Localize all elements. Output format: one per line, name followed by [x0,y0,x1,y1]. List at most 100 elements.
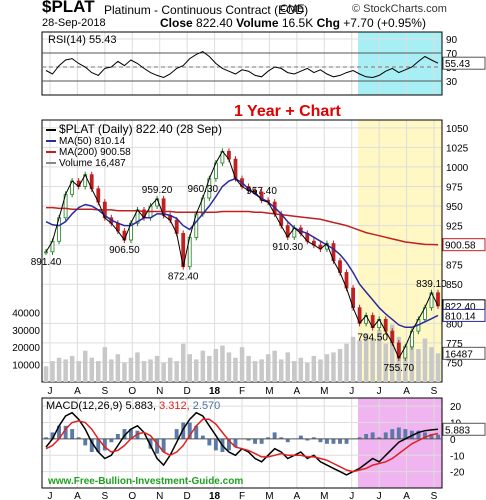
volume-bar [181,343,186,382]
x-axis-tick-bottom: D [184,491,191,500]
macd-histogram-bar [83,438,88,446]
volume-bar [213,349,219,382]
volume-axis-tick: 10000 [12,361,40,372]
price-candle-body [436,292,440,307]
price-axis-tick: 1000 [446,163,469,174]
macd-histogram-bar [305,438,310,441]
volume-bar [265,354,271,382]
volume-bar [272,350,277,382]
rsi-line [45,51,439,79]
volume-bar [311,355,317,382]
legend-label: MA(50) 810.14 [59,136,126,147]
macd-histogram-bar [174,429,179,439]
macd-histogram-bar [266,437,271,439]
macd-signal-line [45,418,439,473]
price-axis-tick: 1025 [446,143,469,154]
macd-histogram-bar [129,429,133,439]
volume-bar [357,340,362,382]
macd-histogram-bar [416,430,421,439]
volume-bar [337,349,343,382]
macd-histogram-bar [246,438,251,441]
macd-axis-tick: -10 [450,451,465,462]
volume-bar [246,355,251,382]
chg-label: Chg [316,16,340,30]
macd-histogram-bar [364,434,369,439]
macd-histogram-bar [396,427,401,439]
price-close-line [45,150,439,360]
macd-legend: MACD(12,26,9) 5.883, 3.312, 2.570 [46,400,220,412]
rsi-axis-tick: 70 [446,49,458,60]
value-tag-text: 55.43 [445,59,470,70]
value-tag-box [442,56,486,70]
rsi-panel [41,31,443,96]
x-axis-tick-bottom: J [48,491,53,500]
macd-histogram-bar [109,438,114,443]
volume-bar [409,340,415,382]
price-point-label: 910.30 [272,242,303,253]
volume-bar [318,359,323,382]
volume-axis-tick: 40000 [12,308,40,319]
volume-bar [89,357,94,382]
macd-histogram-bar [233,438,238,448]
volume-bar [83,350,88,382]
x-axis-tick-bottom: O [128,491,136,500]
volume-bar [135,352,140,382]
price-axis-tick: 775 [446,339,463,350]
macd-histogram-bar [429,434,434,439]
x-axis-tick: S [431,386,438,397]
macd-series [42,411,442,476]
value-tag-text: 16487 [445,349,473,360]
price-point-label: 755.70 [384,363,415,374]
x-axis-tick-bottom: 18 [209,491,221,500]
price-point-label: 959.20 [142,185,173,196]
price-point-label: 960.30 [188,184,219,195]
macd-histogram-bar [318,438,323,443]
macd-histogram-bar [187,422,192,439]
volume-bar [50,361,55,382]
value-tag-text: 5.883 [445,425,470,436]
volume-bar [63,359,68,382]
price-axis-tick: 925 [446,222,463,233]
macd-histogram-bar [57,425,61,439]
macd-title: MACD(12,26,9) 5.883, 3.312, 2.570 [46,400,220,412]
macd-histogram-bar [96,438,101,452]
value-tag-box [442,308,486,322]
x-axis-tick-bottom: S [431,491,438,500]
chg-value: +7.70 (+0.95%) [343,16,426,30]
x-axis-tick: M [265,386,273,397]
x-axis-tick-bottom: A [403,491,410,500]
x-axis-tick: A [294,386,301,397]
volume-bar [279,359,284,382]
price-point-labels: 891.40 906.50 959.20 872.40 960.30 957.40 910.… [31,184,447,374]
volume-bar [259,359,264,382]
price-point-label: 872.40 [168,272,199,283]
macd-histogram-bar [207,438,212,446]
macd-histogram-bar [272,432,277,439]
watermark: www.Free-Bullion-Investment-Guide.com [47,476,243,487]
volume-bar [239,347,245,382]
macd-histogram-bar [377,437,382,439]
macd-histogram-bar [344,438,349,444]
rsi-highlight-region [358,32,442,95]
volume-bar [194,359,199,382]
volume-bar [200,350,206,382]
macd-histogram-bar [148,438,153,449]
quote-summary: Close 822.40 Volume 16.5K Chg +7.70 (+0.… [160,16,426,30]
x-axis-tick-bottom: A [74,491,81,500]
volume-bar [377,329,382,382]
value-tag-text: 900.58 [445,241,476,252]
volume-axis-tick: 30000 [12,326,40,337]
volume-bar [167,357,173,382]
rsi-series [42,51,442,82]
volume-label: Volume [236,16,279,30]
price-point-label: 906.50 [109,245,140,256]
volume-bar [298,357,304,382]
macd-histogram-bar [181,422,186,439]
price-axis-tick: 875 [446,261,463,272]
x-axis-tick: J [377,386,382,397]
volume-bar [76,361,81,382]
volume-bar [174,361,179,382]
rsi-axis-tick: 30 [446,77,458,88]
volume-bar [148,359,153,382]
